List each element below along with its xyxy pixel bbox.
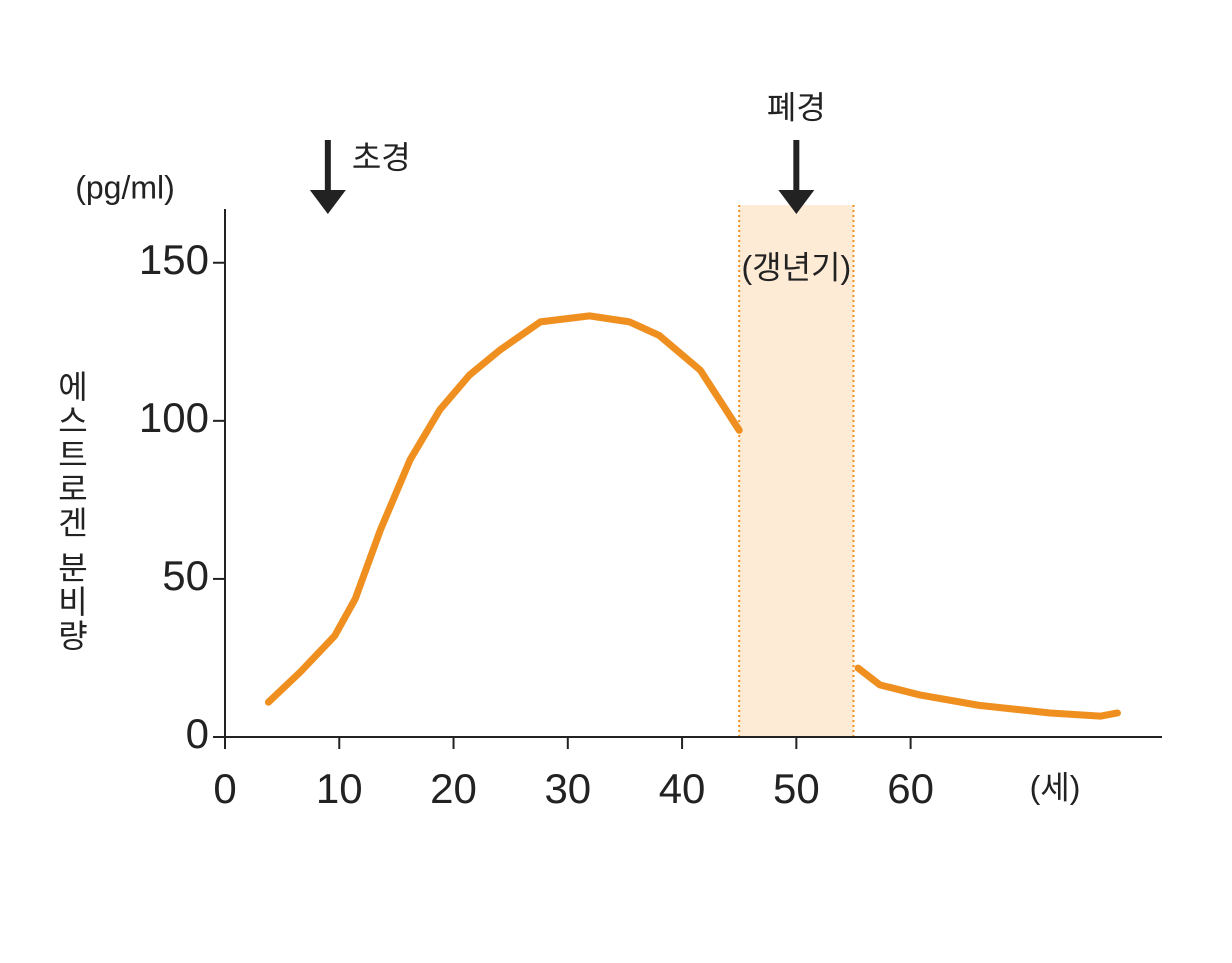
- x-tick-label: 20: [430, 765, 477, 812]
- x-unit: (세): [1030, 769, 1081, 805]
- annotation-arrowhead: [778, 190, 815, 214]
- shaded-region: [739, 205, 854, 737]
- x-tick-label: 10: [316, 765, 363, 812]
- data-line: [264, 312, 1121, 720]
- x-tick-label: 60: [887, 765, 934, 812]
- y-tick-label: 0: [186, 710, 209, 757]
- annotation-label: 초경: [352, 139, 411, 175]
- annotation-label: 폐경: [767, 89, 826, 125]
- region-label: (갱년기): [742, 249, 852, 285]
- y-axis-label: 에스트로겐 분비량: [53, 370, 89, 653]
- y-tick-label: 100: [139, 394, 209, 441]
- x-tick-label: 0: [213, 765, 236, 812]
- y-tick-label: 150: [139, 236, 209, 283]
- x-tick-label: 30: [544, 765, 591, 812]
- annotation-arrowhead: [309, 190, 346, 214]
- y-unit: (pg/ml): [75, 169, 175, 205]
- x-tick-label: 50: [773, 765, 820, 812]
- x-tick-label: 40: [659, 765, 706, 812]
- y-tick-label: 50: [162, 552, 209, 599]
